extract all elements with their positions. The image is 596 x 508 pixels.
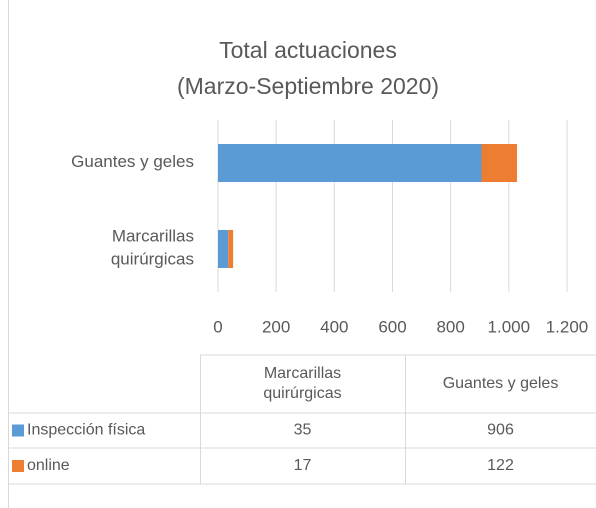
x-tick-label: 0	[213, 317, 222, 336]
bar	[228, 230, 234, 268]
y-tick-label: Guantes y geles	[71, 152, 194, 171]
bar	[481, 144, 517, 182]
x-tick-label: 600	[378, 317, 406, 336]
table-value: 35	[294, 422, 312, 439]
chart-title: Total actuaciones	[219, 37, 397, 63]
x-tick-label: 1.000	[488, 317, 531, 336]
legend-swatch	[12, 460, 24, 472]
x-tick-label: 400	[320, 317, 348, 336]
y-tick-label: Marcarillas quirúrgicas	[111, 227, 194, 269]
legend-label: Inspección física	[27, 422, 145, 439]
bar	[218, 144, 482, 182]
table-header: Marcarillas quirúrgicas	[263, 365, 341, 402]
x-tick-label: 1.200	[546, 317, 589, 336]
table-value: 17	[294, 457, 312, 474]
bar	[218, 230, 229, 268]
table-value: 906	[487, 422, 514, 439]
legend-swatch	[12, 424, 24, 437]
x-tick-label: 800	[436, 317, 464, 336]
chart-title: (Marzo-Septiembre 2020)	[177, 73, 439, 99]
legend-label: online	[27, 457, 70, 474]
table-value: 122	[487, 457, 514, 474]
x-tick-label: 200	[262, 317, 290, 336]
table-header: Guantes y geles	[443, 375, 559, 392]
